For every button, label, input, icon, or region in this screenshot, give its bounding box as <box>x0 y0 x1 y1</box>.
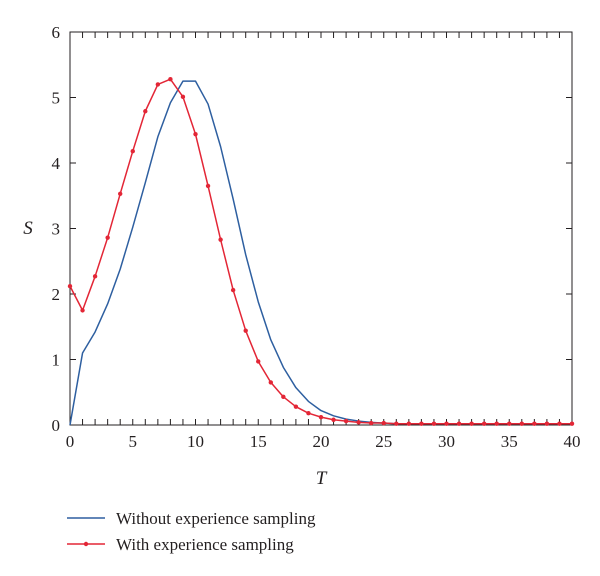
y-tick-label: 2 <box>52 285 61 304</box>
y-tick-label: 4 <box>52 154 61 173</box>
axis-ticks: 0 5 10 15 20 25 30 35 40 0 1 2 3 4 5 6 <box>52 23 581 451</box>
x-tick-label: 40 <box>564 432 581 451</box>
data-point <box>180 94 186 100</box>
data-point <box>406 421 412 426</box>
data-point <box>469 421 474 426</box>
series-layer <box>67 76 575 426</box>
data-point <box>293 404 299 409</box>
y-tick-label: 6 <box>52 23 61 42</box>
data-point <box>481 421 487 426</box>
data-point <box>494 421 499 426</box>
data-point <box>544 421 550 426</box>
data-point <box>331 417 336 422</box>
data-point <box>130 149 135 154</box>
x-tick-label: 15 <box>250 432 267 451</box>
data-point <box>306 411 311 416</box>
data-point <box>143 109 148 114</box>
plot-area <box>69 31 573 426</box>
plot-frame <box>69 31 573 426</box>
y-axis-label: S <box>23 218 33 239</box>
y-tick-label: 0 <box>52 416 61 435</box>
data-point <box>105 235 110 240</box>
data-point <box>419 421 424 426</box>
x-tick-label: 10 <box>187 432 204 451</box>
data-point <box>281 394 286 400</box>
data-point <box>218 237 223 242</box>
x-tick-label: 25 <box>375 432 392 451</box>
data-point <box>557 421 562 426</box>
data-point <box>193 131 198 137</box>
x-tick-label: 0 <box>66 432 75 451</box>
x-tick-label: 35 <box>501 432 518 451</box>
data-point <box>92 274 98 279</box>
legend: Without experience sampling With experie… <box>67 509 316 554</box>
y-tick-label: 3 <box>52 220 61 239</box>
data-point <box>507 421 512 426</box>
data-point <box>569 421 575 426</box>
data-point <box>205 183 211 189</box>
data-point <box>243 328 248 333</box>
data-point <box>444 421 449 426</box>
data-point <box>394 421 399 426</box>
x-tick-label: 5 <box>129 432 138 451</box>
data-point <box>381 420 386 426</box>
data-point <box>155 82 161 87</box>
data-point <box>168 76 173 82</box>
data-point <box>456 421 462 426</box>
x-tick-label: 30 <box>438 432 455 451</box>
data-point <box>343 418 349 424</box>
legend-label-with: With experience sampling <box>116 535 294 554</box>
data-point <box>118 191 123 196</box>
series-line-0 <box>69 80 572 426</box>
data-point <box>318 414 324 420</box>
data-point <box>356 420 361 425</box>
data-point <box>80 308 85 313</box>
x-tick-label: 20 <box>313 432 330 451</box>
data-point <box>230 287 236 293</box>
data-point <box>67 283 73 289</box>
y-tick-label: 1 <box>52 351 61 370</box>
legend-label-without: Without experience sampling <box>116 509 316 528</box>
y-tick-label: 5 <box>52 89 61 108</box>
x-axis-label: T <box>316 468 328 489</box>
data-point <box>519 421 524 426</box>
data-point <box>369 420 374 426</box>
series-line-1 <box>69 78 572 425</box>
legend-marker-with <box>83 541 89 547</box>
data-point <box>532 421 537 426</box>
data-point <box>256 359 261 364</box>
data-point <box>268 380 273 385</box>
data-point <box>431 421 437 426</box>
